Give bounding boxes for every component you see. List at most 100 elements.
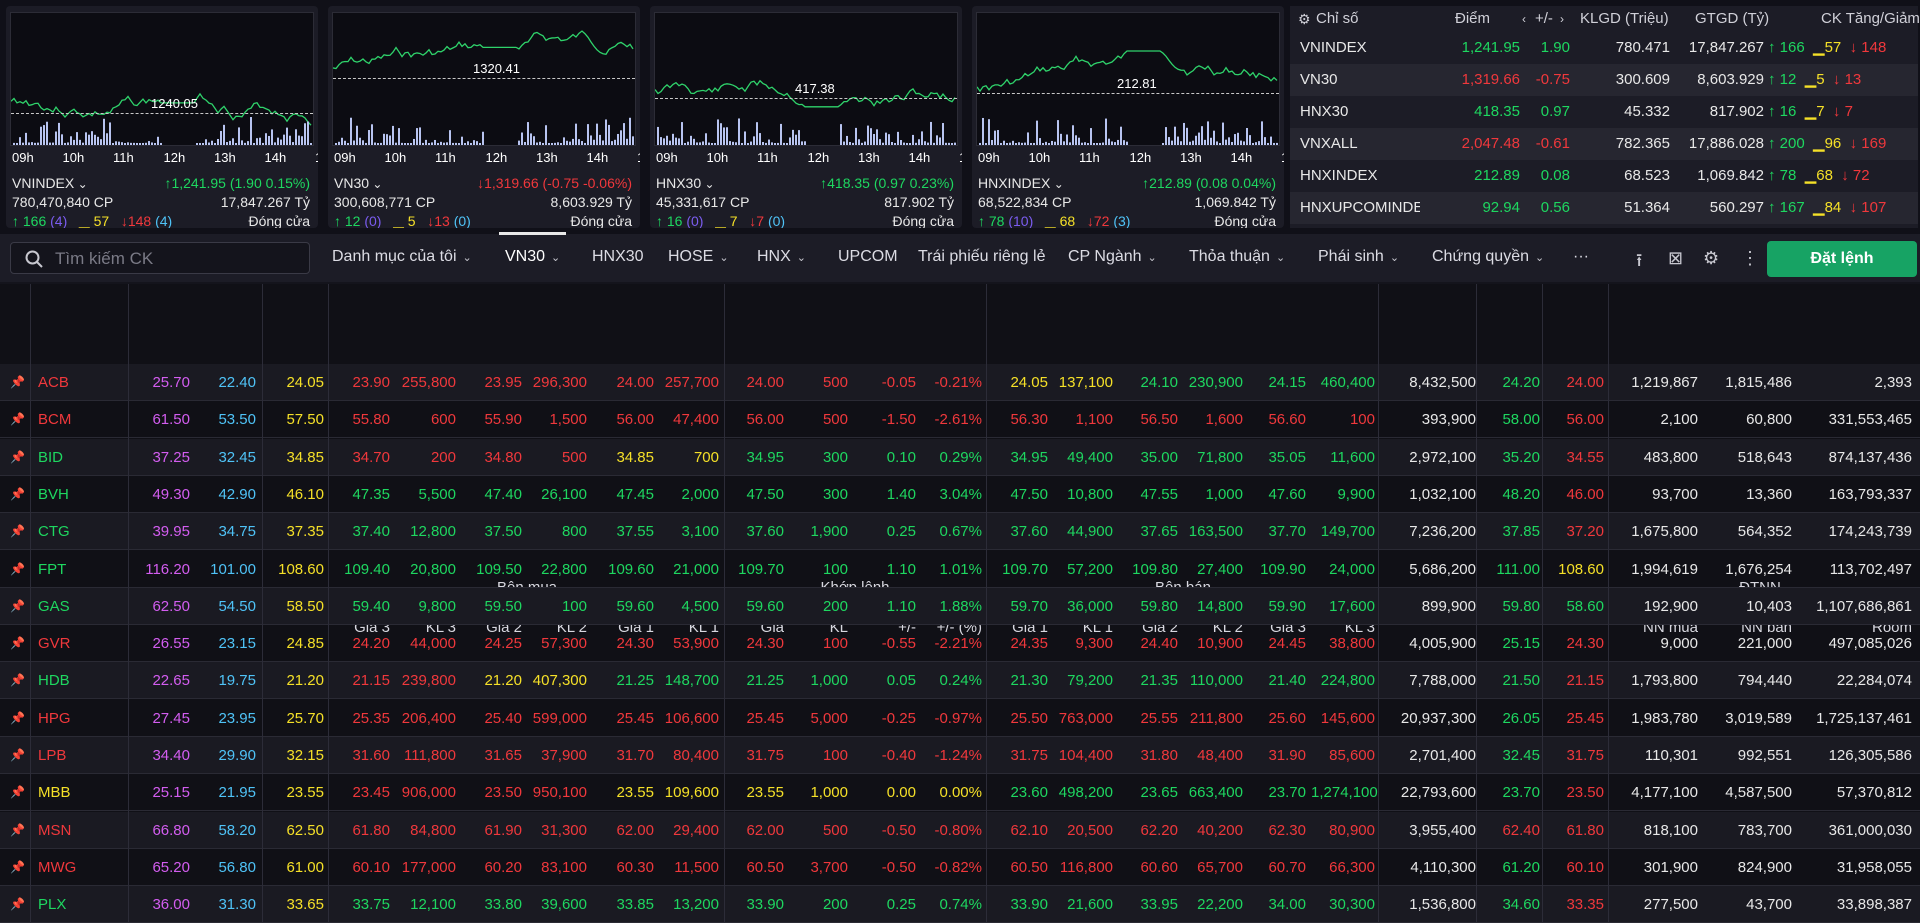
- index-name[interactable]: HNX30 ⌄: [656, 174, 715, 194]
- pin-icon[interactable]: 📌: [10, 487, 25, 501]
- intraday-chart[interactable]: 1240.05: [10, 12, 314, 146]
- stock-symbol[interactable]: ACB: [38, 374, 134, 391]
- market-tab[interactable]: Danh mục của tôi⌄: [332, 248, 472, 266]
- low-price: 21.15: [1544, 672, 1604, 689]
- stock-symbol[interactable]: MSN: [38, 822, 134, 839]
- market-tab[interactable]: ···: [1573, 248, 1589, 266]
- stock-symbol[interactable]: BCM: [38, 411, 134, 428]
- match-change-pct: 0.67%: [920, 523, 982, 540]
- pin-icon[interactable]: 📌: [10, 636, 25, 650]
- volume-bar: [1213, 131, 1215, 145]
- volume-bar: [569, 142, 571, 145]
- market-tab[interactable]: Chứng quyền⌄: [1432, 248, 1544, 266]
- ask-volume-3: 11,600: [1311, 449, 1375, 466]
- intraday-chart[interactable]: 212.81: [976, 12, 1280, 146]
- index-name[interactable]: HNXINDEX ⌄: [978, 174, 1064, 194]
- pin-icon[interactable]: 📌: [10, 823, 25, 837]
- stock-symbol[interactable]: MWG: [38, 859, 134, 876]
- chevron-right-icon[interactable]: ›: [1560, 6, 1564, 32]
- volume-bar: [1093, 143, 1095, 145]
- pin-icon[interactable]: 📌: [10, 897, 25, 911]
- market-tab[interactable]: VN30⌄: [505, 248, 560, 266]
- stock-symbol[interactable]: BID: [38, 449, 134, 466]
- match-volume: 1,000: [788, 672, 848, 689]
- stock-symbol[interactable]: MBB: [38, 784, 134, 801]
- intraday-chart[interactable]: 1320.41: [332, 12, 636, 146]
- volume-bar: [602, 140, 604, 145]
- gear-icon[interactable]: ⚙: [1703, 248, 1719, 269]
- gear-icon[interactable]: ⚙: [1298, 6, 1311, 32]
- chevron-down-icon: ⌄: [369, 177, 382, 191]
- search-box[interactable]: Tìm kiếm CK: [10, 242, 310, 274]
- volume-bar: [157, 137, 159, 145]
- market-tab[interactable]: UPCOM: [838, 248, 898, 266]
- market-tab[interactable]: HNX30: [592, 248, 644, 266]
- index-name[interactable]: VNINDEX ⌄: [12, 174, 88, 194]
- pin-icon[interactable]: 📌: [10, 785, 25, 799]
- stock-symbol[interactable]: GVR: [38, 635, 134, 652]
- stock-symbol[interactable]: BVH: [38, 486, 134, 503]
- place-order-button[interactable]: Đặt lệnh: [1767, 241, 1917, 277]
- volume-bar: [34, 143, 36, 145]
- pin-icon[interactable]: 📌: [10, 375, 25, 389]
- mini-chart-panel[interactable]: 1240.0509h10h11h12h13h14h15hVNINDEX ⌄↑1,…: [6, 6, 318, 228]
- pin-icon[interactable]: 📌: [10, 711, 25, 725]
- pin-icon[interactable]: 📌: [10, 450, 25, 464]
- pin-icon[interactable]: 📌: [10, 599, 25, 613]
- volume-bar: [407, 143, 409, 145]
- market-tab[interactable]: CP Ngành⌄: [1068, 248, 1157, 266]
- excel-icon[interactable]: ⊠: [1668, 248, 1683, 269]
- foreign-sell: 1,815,486: [1700, 374, 1792, 391]
- more-icon[interactable]: ⋮: [1741, 248, 1759, 269]
- pin-icon[interactable]: 📌: [10, 562, 25, 576]
- mini-chart-panel[interactable]: 417.3809h10h11h12h13h14h15hHNX30 ⌄↑418.3…: [650, 6, 962, 228]
- foreign-buy: 1,675,800: [1608, 523, 1698, 540]
- market-tab[interactable]: HOSE⌄: [668, 248, 729, 266]
- market-tab[interactable]: Thỏa thuận⌄: [1189, 248, 1285, 266]
- mini-chart-panel[interactable]: 1320.4109h10h11h12h13h14h15hVN30 ⌄↓1,319…: [328, 6, 640, 228]
- index-row-change: 0.97: [1541, 96, 1570, 128]
- mini-chart-panel[interactable]: 212.8109h10h11h12h13h14h15hHNXINDEX ⌄↑21…: [972, 6, 1284, 228]
- pin-icon[interactable]: 📌: [10, 524, 25, 538]
- stock-symbol[interactable]: GAS: [38, 598, 134, 615]
- pin-icon[interactable]: 📌: [10, 748, 25, 762]
- pin-icon[interactable]: 📌: [10, 412, 25, 426]
- stock-symbol[interactable]: HPG: [38, 710, 134, 727]
- market-tab[interactable]: Phái sinh⌄: [1318, 248, 1399, 266]
- market-tab[interactable]: HNX⌄: [757, 248, 806, 266]
- stock-symbol[interactable]: LPB: [38, 747, 134, 764]
- stock-symbol[interactable]: HDB: [38, 672, 134, 689]
- chevron-left-icon[interactable]: ‹: [1522, 6, 1526, 32]
- upload-icon[interactable]: ⭱: [1636, 248, 1642, 278]
- intraday-chart[interactable]: 417.38: [654, 12, 958, 146]
- stock-symbol[interactable]: CTG: [38, 523, 134, 540]
- market-tab[interactable]: Trái phiếu riêng lẻ: [918, 248, 1045, 266]
- search-input[interactable]: Tìm kiếm CK: [55, 249, 153, 269]
- pin-icon[interactable]: 📌: [10, 673, 25, 687]
- index-name[interactable]: VN30 ⌄: [334, 174, 382, 194]
- stock-symbol[interactable]: PLX: [38, 896, 134, 913]
- pin-icon[interactable]: 📌: [10, 860, 25, 874]
- stock-symbol[interactable]: FPT: [38, 561, 134, 578]
